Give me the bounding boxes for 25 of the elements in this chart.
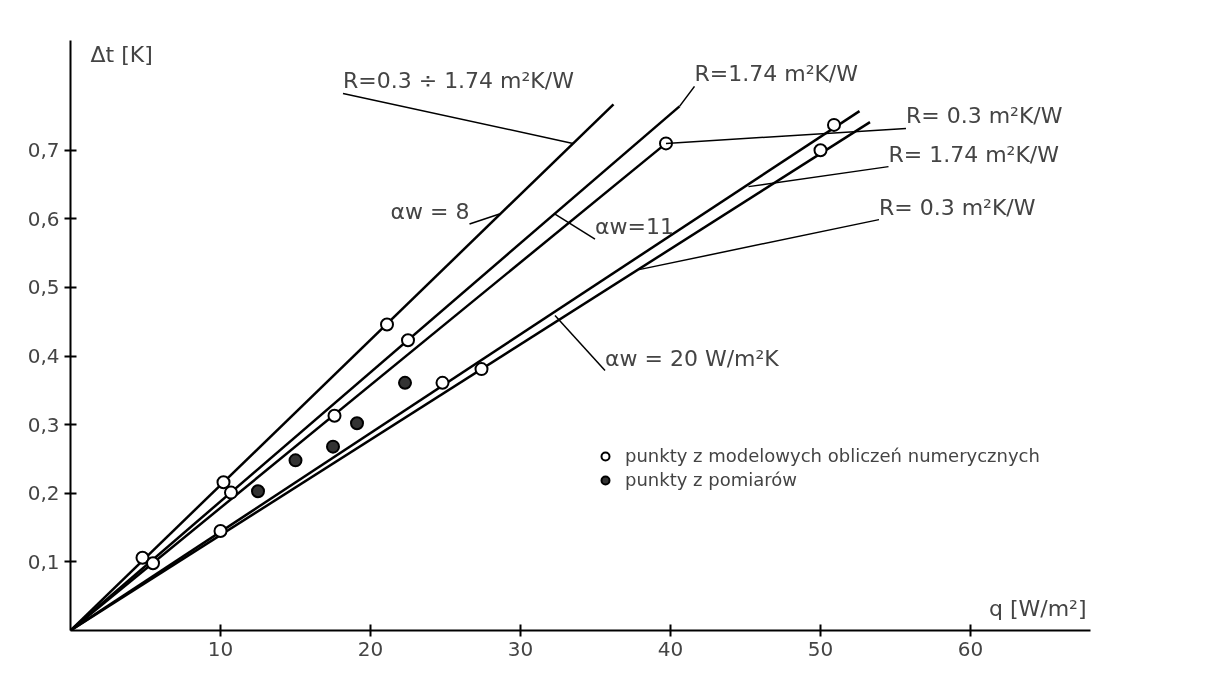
x-tick-label: 30	[507, 636, 534, 661]
annotation: αw = 8	[390, 199, 470, 225]
annotation: R= 0.3 m²K/W	[906, 103, 1063, 129]
y-tick-label: 0,2	[27, 481, 60, 506]
y-axis-title: Δt [K]	[90, 41, 153, 67]
legend-label: punkty z pomiarów	[625, 469, 798, 490]
annotation: R= 1.74 m²K/W	[888, 141, 1060, 167]
annotation: αw = 20 W/m²K	[605, 345, 780, 371]
annotation: R=0.3 ÷ 1.74 m²K/W	[343, 68, 575, 94]
x-axis-title: q [W/m²]	[988, 595, 1087, 621]
x-tick-label: 50	[807, 636, 834, 661]
y-tick-label: 0,6	[27, 206, 60, 231]
annotation: R= 0.3 m²K/W	[879, 194, 1036, 220]
y-tick-label: 0,5	[27, 275, 60, 300]
y-tick-label: 0,4	[27, 344, 60, 369]
x-tick-label: 40	[657, 636, 684, 661]
legend-label: punkty z modelowych obliczeń numerycznych	[625, 445, 1040, 466]
y-tick-label: 0,1	[27, 549, 60, 574]
x-tick-label: 10	[207, 636, 234, 661]
y-tick-label: 0,3	[27, 412, 60, 437]
x-tick-label: 60	[957, 636, 984, 661]
annotation: R=1.74 m²K/W	[694, 61, 859, 87]
y-tick-label: 0,7	[27, 138, 60, 163]
x-tick-label: 20	[357, 636, 384, 661]
annotation: αw=11	[595, 214, 674, 240]
